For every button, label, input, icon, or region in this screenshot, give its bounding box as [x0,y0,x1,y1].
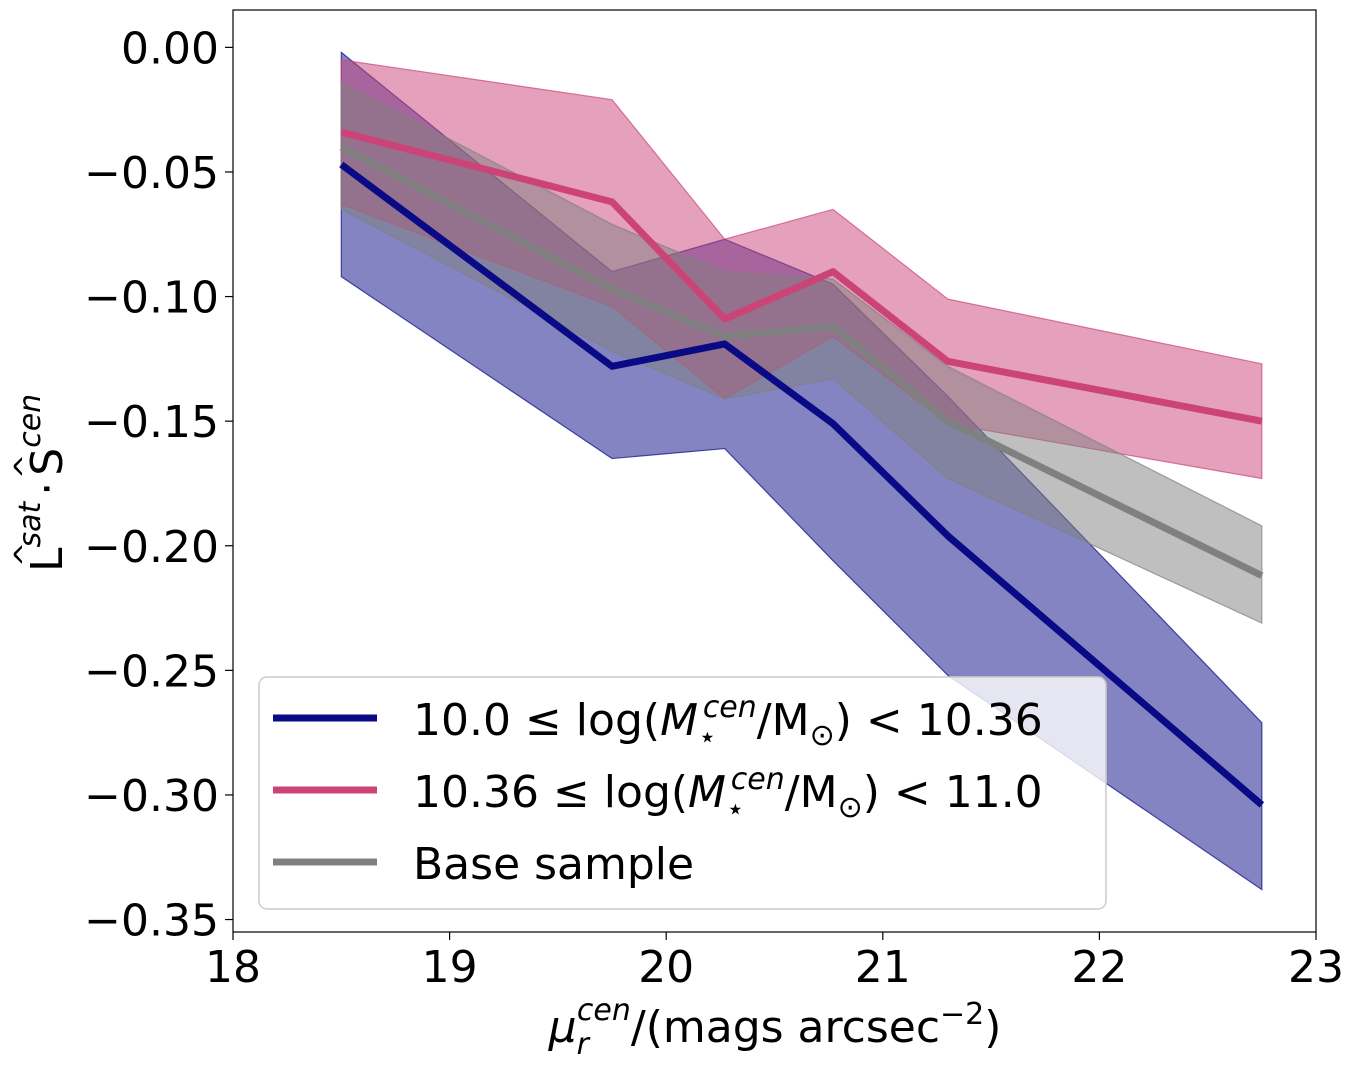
x-tick-label-22: 22 [1071,942,1127,993]
svg-text:^: ^ [9,454,44,479]
x-tick-label-18: 18 [205,942,261,993]
y-tick-label-m0-20: −0.20 [84,522,219,573]
y-tick-label-m0-10: −0.10 [84,273,219,324]
x-tick-label-20: 20 [638,942,694,993]
legend-box [258,676,1107,910]
band-base-sample [340,81,1263,624]
x-axis-ticks: 18 19 20 21 22 23 [205,932,1344,993]
svg-text:^: ^ [9,542,44,567]
y-tick-label-m0-25: −0.25 [84,646,219,697]
x-tick-label-23: 23 [1288,942,1344,993]
line-base-sample [339,143,1264,579]
y-axis-label: Lsat·Scen ^ ^ [9,394,73,572]
line-low-mass [339,161,1265,808]
x-tick-label-21: 21 [855,942,911,993]
line-high-mass [340,128,1263,425]
legend: 10.0 ≤ log(M⋆cen/M⊙) < 10.36 10.36 ≤ log… [258,676,1107,910]
y-tick-label-m0-35: −0.35 [84,896,219,947]
legend-label-base-sample: Base sample [413,839,694,890]
y-tick-label-m0-05: −0.05 [84,148,219,199]
y-tick-label-m0-15: −0.15 [84,397,219,448]
x-tick-label-19: 19 [422,942,478,993]
y-tick-label-0-00: 0.00 [121,23,219,74]
svg-text:Lsat·Scen: Lsat·Scen [13,394,73,572]
y-axis-ticks: 0.00 −0.05 −0.10 −0.15 −0.20 −0.25 −0.30 −0.35 [84,23,233,947]
plot-area-frame [232,9,1317,933]
series-lines [339,128,1265,808]
x-axis-label: μrcen/(mags arcsec−2) [548,993,1002,1062]
legend-label-high-mass: 10.36 ≤ log(M⋆cen/M⊙) < 11.0 [413,762,1043,827]
y-tick-label-m0-30: −0.30 [84,771,219,822]
legend-label-low-mass: 10.0 ≤ log(M⋆cen/M⊙) < 10.36 [413,690,1043,755]
